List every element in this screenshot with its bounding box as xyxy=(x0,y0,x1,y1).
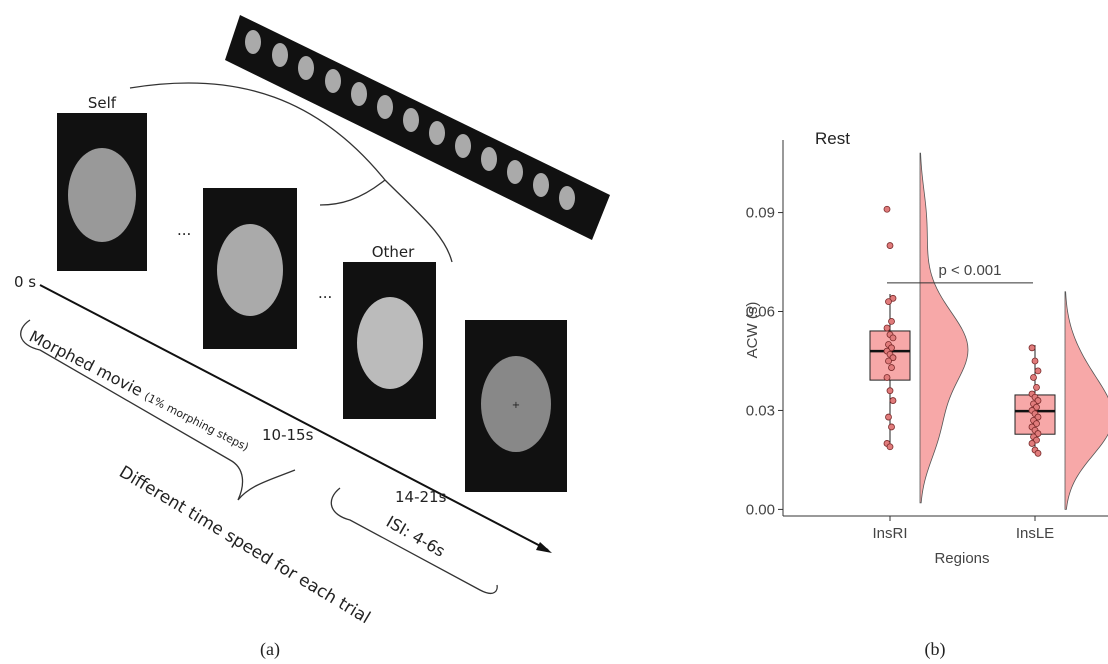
time-label: 14-21s xyxy=(395,488,447,506)
point xyxy=(885,298,892,306)
point xyxy=(1033,383,1040,391)
point xyxy=(1033,436,1040,444)
label-other: Other xyxy=(372,243,415,261)
arrow-head xyxy=(536,542,552,553)
point xyxy=(1031,357,1039,365)
y-tick-label: 0.00 xyxy=(746,501,775,518)
point xyxy=(886,387,894,395)
point xyxy=(1034,430,1042,437)
point xyxy=(1033,403,1040,411)
point xyxy=(1034,449,1042,457)
point xyxy=(885,357,892,365)
label-self: Self xyxy=(88,94,117,112)
point xyxy=(888,423,895,431)
point xyxy=(883,205,891,213)
time-label: 10-15s xyxy=(262,426,314,444)
point xyxy=(1030,374,1037,381)
face-other xyxy=(343,262,436,419)
time-label: 0 s xyxy=(14,273,36,291)
x-axis-title: Regions xyxy=(934,550,989,567)
point xyxy=(888,344,895,352)
x-tick-label: InsLE xyxy=(1016,525,1054,542)
point xyxy=(886,242,894,249)
face-self xyxy=(57,113,147,271)
point xyxy=(886,443,894,451)
point xyxy=(888,364,895,371)
y-tick-label: 0.09 xyxy=(746,205,775,222)
chart-title: Rest xyxy=(815,129,850,148)
brace xyxy=(20,319,296,501)
point xyxy=(1033,420,1040,428)
x-tick-label: InsRI xyxy=(872,525,907,542)
point xyxy=(883,324,891,332)
caption: (a) xyxy=(260,639,280,660)
speed-label: Different time speed for each trial xyxy=(115,462,373,628)
isi-label: ISI: 4-6s xyxy=(383,512,448,561)
point xyxy=(885,413,892,421)
ellipsis: ... xyxy=(318,284,332,302)
y-tick-label: 0.03 xyxy=(746,402,775,419)
y-tick-label: 0.06 xyxy=(746,304,775,321)
face-strip xyxy=(225,15,610,240)
caption: (b) xyxy=(925,639,946,660)
point xyxy=(888,318,895,325)
face-mid xyxy=(203,188,297,349)
brace xyxy=(319,179,386,206)
svg-text:+: + xyxy=(512,400,520,411)
point xyxy=(889,334,897,342)
timeline xyxy=(39,284,549,551)
point xyxy=(1028,344,1036,352)
point xyxy=(1034,367,1042,375)
annotation: p < 0.001 xyxy=(939,262,1002,279)
point xyxy=(889,294,897,302)
point xyxy=(889,397,897,404)
y-axis-title: ACW (s) xyxy=(744,302,761,359)
chart: 0.00 0.03 0.06 0.09 InsRI InsLE p < 0.001 Rest R… xyxy=(744,129,1108,567)
ellipsis: ... xyxy=(177,221,191,239)
fixation: + xyxy=(465,320,567,492)
point xyxy=(883,374,891,381)
point xyxy=(1028,440,1036,447)
point xyxy=(1034,397,1042,404)
density xyxy=(1064,291,1108,510)
point xyxy=(1034,413,1042,421)
brace xyxy=(129,82,453,263)
brace xyxy=(330,487,498,594)
density xyxy=(919,152,969,504)
point xyxy=(889,354,897,362)
